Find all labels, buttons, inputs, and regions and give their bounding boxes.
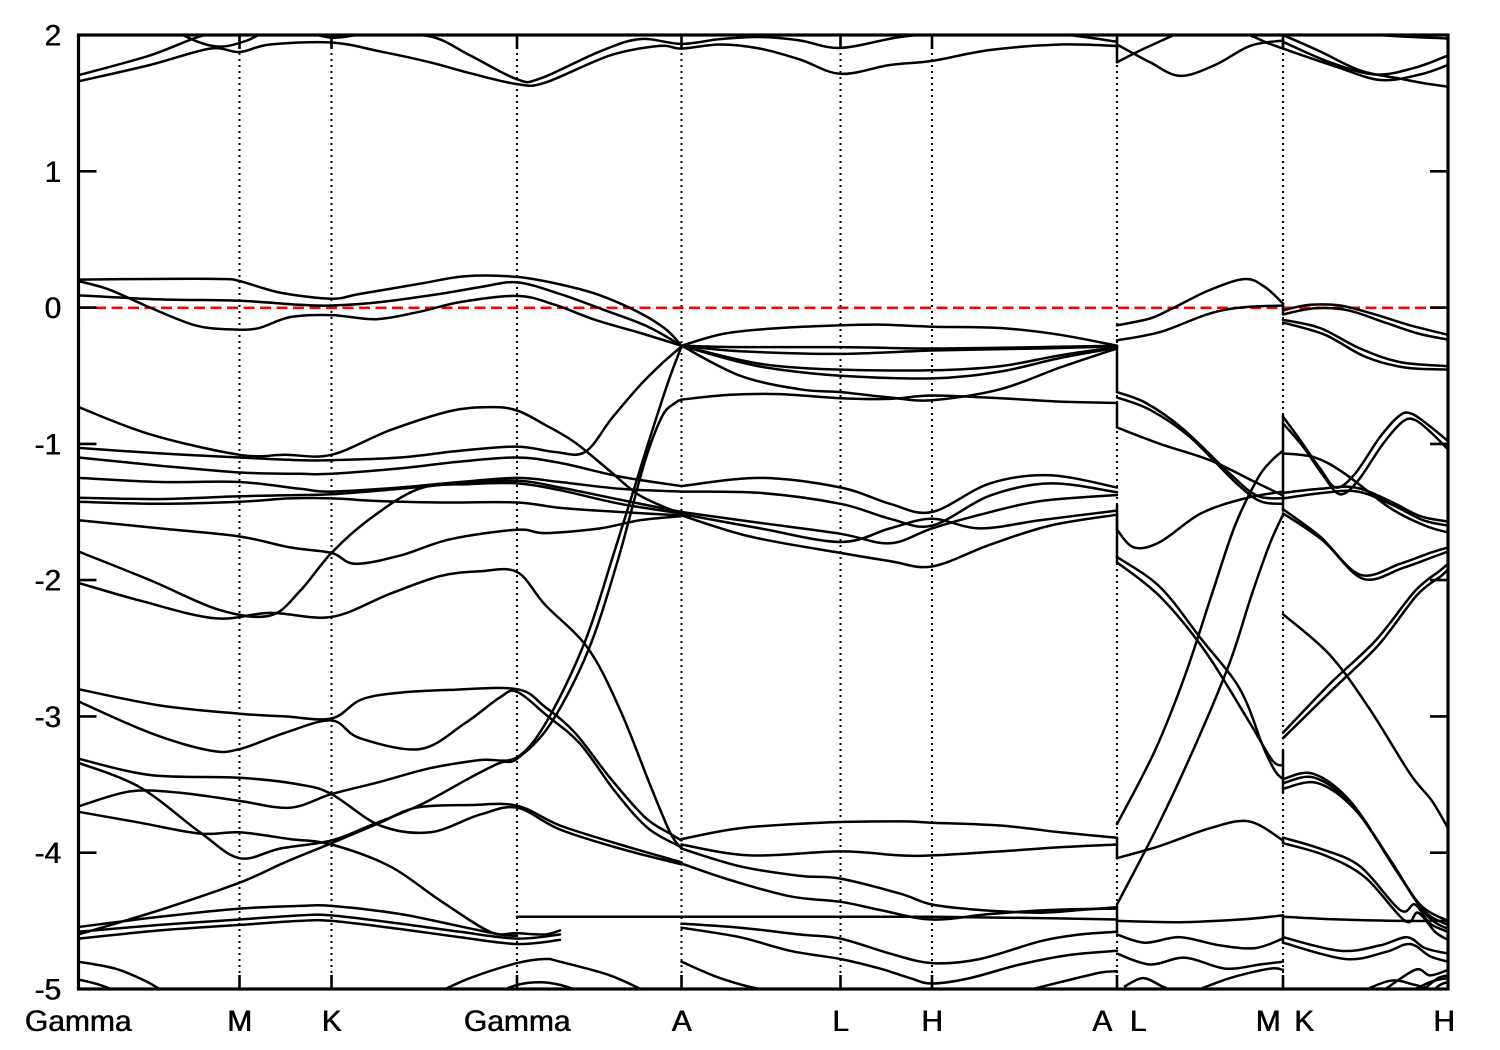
svg-text:A: A	[672, 1005, 692, 1038]
svg-text:-3: -3	[34, 701, 61, 734]
svg-text:L: L	[832, 1005, 849, 1038]
svg-text:Gamma: Gamma	[464, 1005, 571, 1038]
svg-text:M: M	[1256, 1005, 1281, 1038]
svg-text:L: L	[833, 1005, 850, 1038]
svg-text:-5: -5	[35, 974, 62, 1007]
svg-text:0: 0	[44, 292, 61, 325]
svg-text:2: 2	[45, 20, 62, 53]
svg-text:-4: -4	[35, 837, 62, 870]
svg-text:H: H	[1434, 1005, 1456, 1038]
svg-text:-3: -3	[35, 701, 62, 734]
svg-text:-5: -5	[34, 974, 61, 1007]
svg-text:0: 0	[45, 292, 62, 325]
svg-text:K: K	[1294, 1005, 1314, 1038]
svg-text:M: M	[1256, 1005, 1281, 1038]
svg-text:2: 2	[44, 20, 61, 53]
svg-text:-2: -2	[35, 565, 62, 598]
svg-text:H: H	[922, 1005, 944, 1038]
svg-text:-2: -2	[34, 565, 61, 598]
svg-text:Gamma: Gamma	[464, 1005, 571, 1038]
svg-text:K: K	[322, 1005, 342, 1038]
svg-text:-1: -1	[35, 428, 62, 461]
svg-text:1: 1	[45, 156, 62, 189]
svg-text:K: K	[1295, 1005, 1315, 1038]
svg-text:L: L	[1130, 1005, 1147, 1038]
svg-text:-1: -1	[34, 428, 61, 461]
svg-text:A: A	[1092, 1005, 1112, 1038]
svg-text:A: A	[1093, 1005, 1113, 1038]
svg-text:M: M	[228, 1005, 253, 1038]
svg-text:1: 1	[44, 156, 61, 189]
svg-text:Gamma: Gamma	[25, 1005, 132, 1038]
svg-text:Gamma: Gamma	[25, 1005, 132, 1038]
svg-text:A: A	[671, 1005, 691, 1038]
svg-text:H: H	[921, 1005, 943, 1038]
svg-text:H: H	[1433, 1005, 1455, 1038]
svg-text:K: K	[321, 1005, 341, 1038]
svg-text:L: L	[1130, 1005, 1147, 1038]
svg-text:-4: -4	[34, 837, 61, 870]
svg-text:M: M	[227, 1005, 252, 1038]
